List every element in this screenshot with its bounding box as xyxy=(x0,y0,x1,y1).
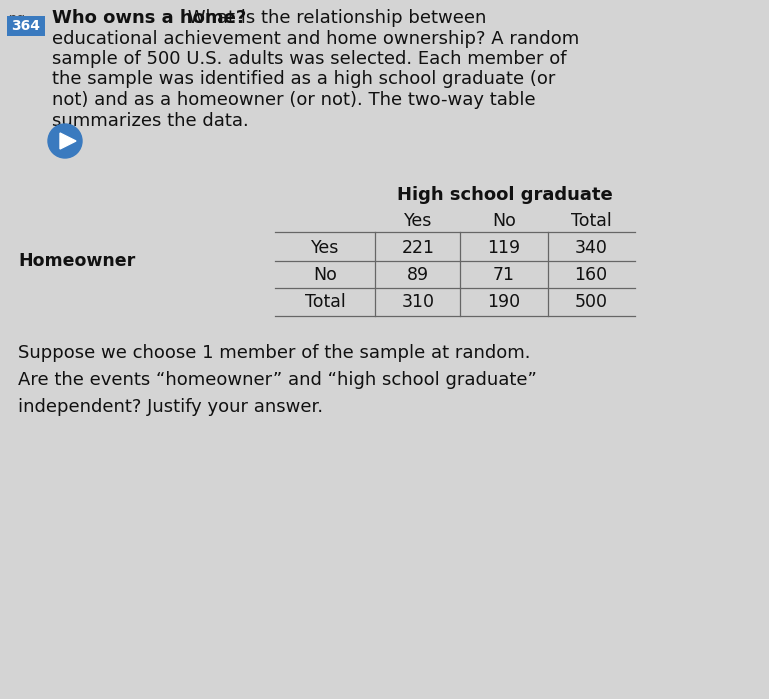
Text: Yes: Yes xyxy=(311,239,339,257)
Text: Suppose we choose 1 member of the sample at random.
Are the events “homeowner” a: Suppose we choose 1 member of the sample… xyxy=(18,344,537,416)
Text: sample of 500 U.S. adults was selected. Each member of: sample of 500 U.S. adults was selected. … xyxy=(52,50,567,68)
FancyBboxPatch shape xyxy=(7,16,45,36)
Text: Yes: Yes xyxy=(404,212,432,230)
Text: Homeowner: Homeowner xyxy=(18,252,135,271)
Text: pg.: pg. xyxy=(7,12,29,26)
Text: Total: Total xyxy=(571,212,611,230)
Text: No: No xyxy=(492,212,516,230)
Text: not) and as a homeowner (or not). The two-way table: not) and as a homeowner (or not). The tw… xyxy=(52,91,536,109)
Text: 190: 190 xyxy=(488,293,521,311)
Text: 160: 160 xyxy=(574,266,608,284)
Text: 310: 310 xyxy=(401,293,434,311)
Text: 221: 221 xyxy=(401,239,434,257)
Text: educational achievement and home ownership? A random: educational achievement and home ownersh… xyxy=(52,29,579,48)
Text: High school graduate: High school graduate xyxy=(397,186,613,204)
Text: 119: 119 xyxy=(488,239,521,257)
Text: No: No xyxy=(313,266,337,284)
Text: Total: Total xyxy=(305,293,345,311)
Text: 500: 500 xyxy=(574,293,608,311)
Text: 364: 364 xyxy=(12,19,41,33)
Text: What is the relationship between: What is the relationship between xyxy=(182,9,486,27)
Text: Who owns a home?: Who owns a home? xyxy=(52,9,246,27)
Text: the sample was identified as a high school graduate (or: the sample was identified as a high scho… xyxy=(52,71,555,89)
Text: summarizes the data.: summarizes the data. xyxy=(52,112,248,129)
Text: 340: 340 xyxy=(574,239,608,257)
Text: 71: 71 xyxy=(493,266,515,284)
Text: 89: 89 xyxy=(407,266,429,284)
Polygon shape xyxy=(60,133,76,149)
Circle shape xyxy=(48,124,82,158)
